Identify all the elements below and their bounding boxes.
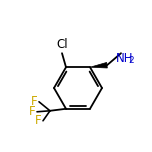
- Text: F: F: [35, 114, 42, 127]
- Text: NH: NH: [116, 52, 133, 65]
- Text: Cl: Cl: [56, 38, 68, 51]
- Text: F: F: [29, 105, 36, 118]
- Polygon shape: [90, 62, 107, 68]
- Text: F: F: [31, 95, 38, 108]
- Text: 2: 2: [128, 56, 134, 65]
